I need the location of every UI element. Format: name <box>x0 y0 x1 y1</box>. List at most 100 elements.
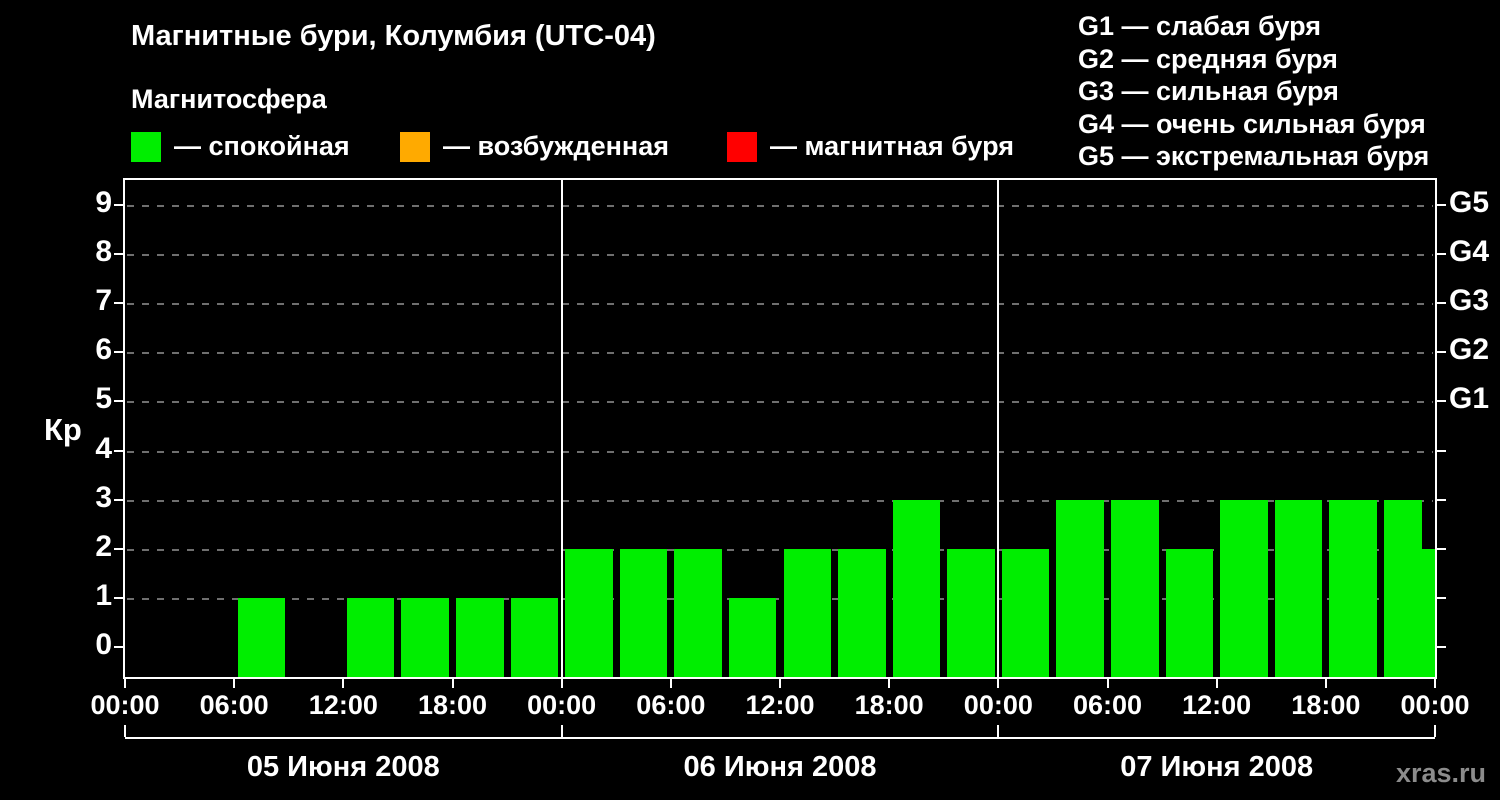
x-tick-mark <box>233 679 236 688</box>
y-tick-mark-right <box>1437 302 1446 305</box>
excited-color-swatch <box>400 131 430 162</box>
kp-bar <box>346 598 395 677</box>
x-tick-label: 18:00 <box>854 690 924 720</box>
x-tick-label: 00:00 <box>1400 690 1470 720</box>
x-tick-label: 00:00 <box>90 690 160 720</box>
kp-bar <box>1111 499 1159 677</box>
y-tick-mark-left <box>114 203 123 206</box>
kp-bar <box>1383 499 1423 677</box>
x-tick-label: 18:00 <box>1291 690 1361 720</box>
x-tick-mark <box>888 679 891 688</box>
x-tick-label: 12:00 <box>745 690 815 720</box>
y-tick-mark-right <box>1437 498 1446 501</box>
x-tick-mark <box>451 679 454 688</box>
x-tick-mark <box>342 679 345 688</box>
y-tick-mark-left <box>114 498 123 501</box>
y-tick-mark-left <box>114 646 123 649</box>
kp-bar <box>838 549 886 677</box>
quiet-color-swatch <box>131 131 161 162</box>
g2-description: G2 — средняя буря <box>1078 43 1338 74</box>
y-tick-mark-left <box>114 400 123 403</box>
x-tick-mark <box>1215 679 1218 688</box>
date-label: 06 Июня 2008 <box>683 751 877 783</box>
y-tick-label-0: 0 <box>95 628 112 662</box>
storm-color-swatch <box>727 131 757 162</box>
day-boundary-line <box>997 180 1000 677</box>
y-tick-label-7: 7 <box>95 284 112 318</box>
day-boundary-line <box>560 180 563 677</box>
y-tick-label-5: 5 <box>95 382 112 416</box>
date-axis-line <box>125 737 1435 739</box>
kp-bar <box>728 598 777 677</box>
kp-bar <box>1329 499 1377 677</box>
x-tick-label: 12:00 <box>1182 690 1252 720</box>
x-tick-label: 06:00 <box>1072 690 1143 720</box>
right-axis-label-g5: G5 <box>1449 185 1490 219</box>
kp-bar <box>674 549 722 677</box>
y-tick-label-1: 1 <box>95 579 112 613</box>
right-axis-label-g1: G1 <box>1449 382 1490 416</box>
legend-item-quiet: — спокойная <box>131 131 350 162</box>
y-tick-mark-right <box>1437 646 1446 649</box>
x-tick-mark <box>1434 679 1436 688</box>
y-tick-mark-right <box>1437 449 1446 452</box>
gridline-kp-3 <box>127 499 1433 502</box>
y-tick-mark-left <box>114 548 123 551</box>
y-tick-mark-left <box>114 449 123 452</box>
kp-bar <box>510 598 559 677</box>
kp-bar <box>401 598 449 677</box>
y-tick-mark-left <box>114 252 123 255</box>
x-tick-mark <box>1106 679 1109 688</box>
watermark: xras.ru <box>1395 758 1486 788</box>
x-tick-mark <box>560 679 563 688</box>
x-tick-label: 18:00 <box>417 690 488 720</box>
kp-bar <box>1056 499 1104 677</box>
y-tick-mark-right <box>1437 548 1446 551</box>
y-tick-mark-left <box>114 351 123 354</box>
kp-bar <box>456 598 504 677</box>
date-axis-tick <box>560 725 563 737</box>
g5-description: G5 — экстремальная буря <box>1078 141 1430 171</box>
kp-bar <box>783 549 832 677</box>
gridline-kp-7 <box>127 303 1433 306</box>
y-tick-mark-right <box>1437 252 1446 255</box>
y-tick-mark-left <box>114 302 123 305</box>
legend-item-storm: — магнитная буря <box>727 131 1014 162</box>
x-tick-mark <box>779 679 781 688</box>
y-tick-mark-left <box>114 597 123 600</box>
kp-bar <box>947 549 995 677</box>
kp-bar <box>1165 549 1214 677</box>
plot-area <box>123 178 1437 679</box>
x-tick-mark <box>124 679 126 688</box>
legend-excited-label: — возбужденная <box>443 131 669 161</box>
kp-bar <box>565 549 613 677</box>
legend-item-excited: — возбужденная <box>400 131 669 162</box>
x-tick-label: 00:00 <box>527 690 597 720</box>
g1-description: G1 — слабая буря <box>1078 11 1322 41</box>
page-title: Магнитные бури, Колумбия (UTC-04) <box>131 20 656 52</box>
legend-quiet-label: — спокойная <box>174 131 350 161</box>
y-axis-title: Кр <box>44 412 82 447</box>
date-axis-tick <box>997 725 1000 737</box>
storm-scale-legend: G1 — слабая буря G2 — средняя буря G3 — … <box>1078 10 1429 173</box>
x-tick-mark <box>669 679 672 688</box>
gridline-kp-5 <box>127 401 1433 404</box>
legend-storm-label: — магнитная буря <box>770 131 1014 161</box>
y-tick-label-3: 3 <box>95 480 112 514</box>
y-tick-label-9: 9 <box>95 185 112 219</box>
kp-bar <box>237 598 286 677</box>
x-tick-label: 06:00 <box>636 690 706 720</box>
gridline-kp-9 <box>127 204 1433 207</box>
date-axis-tick <box>124 725 126 737</box>
kp-bar <box>1274 499 1323 677</box>
kp-bar-partial <box>1422 549 1435 677</box>
y-tick-label-8: 8 <box>95 234 112 268</box>
date-label: 07 Июня 2008 <box>1120 751 1314 783</box>
right-axis-label-g3: G3 <box>1449 284 1490 318</box>
gridline-kp-8 <box>127 253 1433 256</box>
gridline-kp-6 <box>127 352 1433 355</box>
right-axis-label-g4: G4 <box>1449 234 1490 268</box>
y-tick-label-4: 4 <box>95 431 112 465</box>
kp-bar <box>619 549 668 677</box>
g3-description: G3 — сильная буря <box>1078 76 1339 106</box>
